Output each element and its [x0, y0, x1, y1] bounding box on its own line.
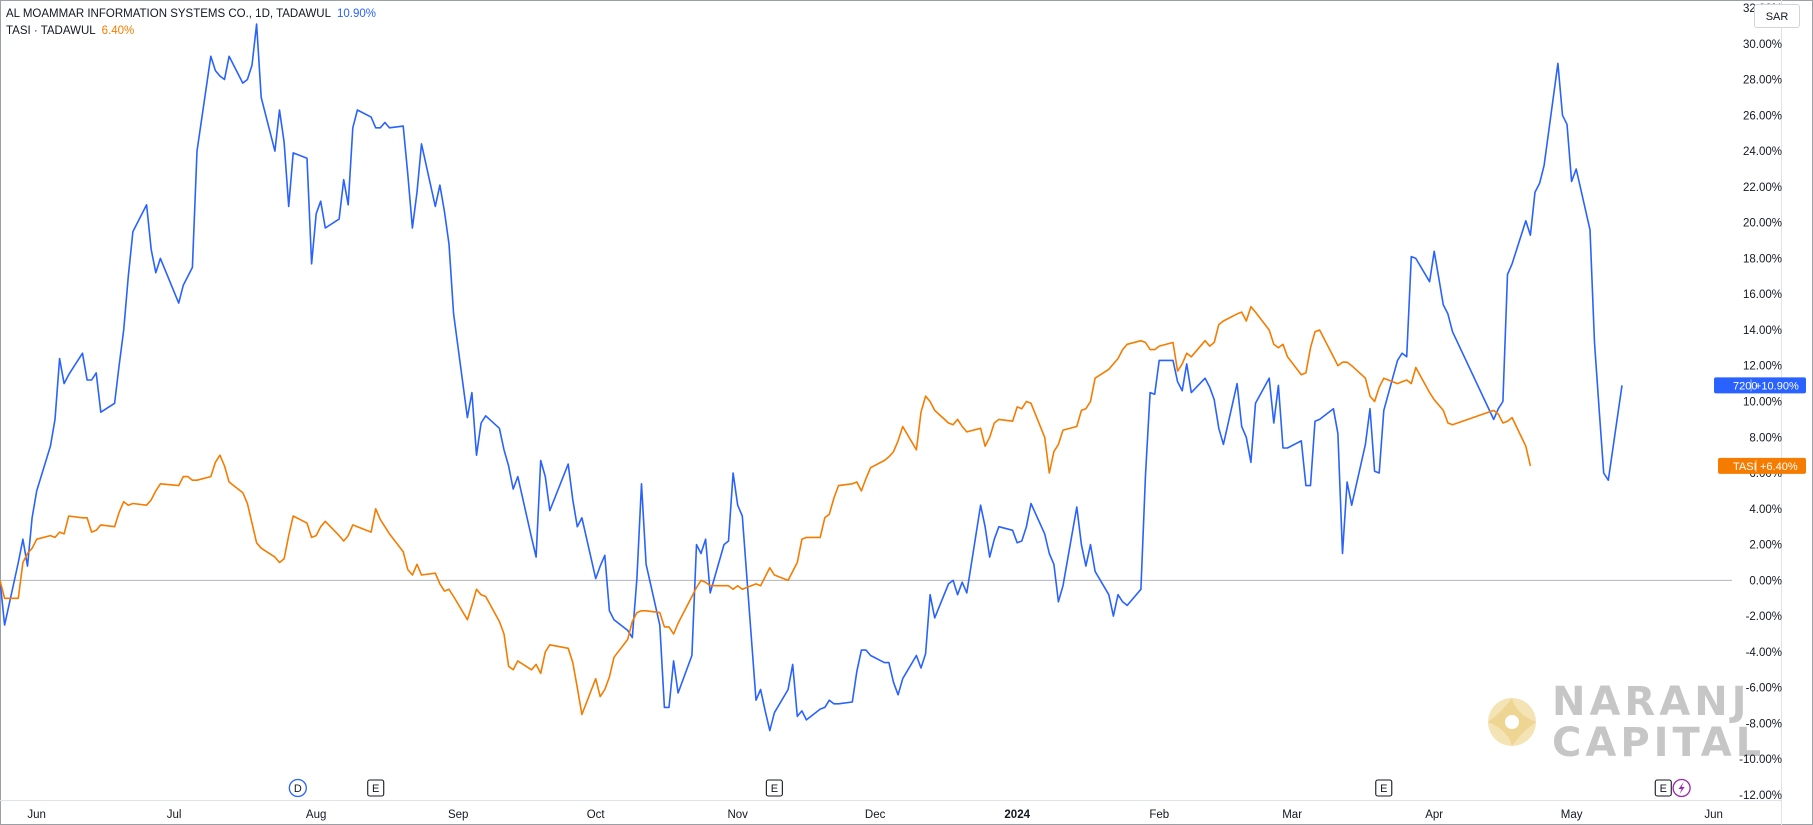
y-tick-label: 18.00%: [1743, 253, 1782, 265]
y-tick-label: 16.00%: [1743, 289, 1782, 301]
stock-tag-symbol: 7200: [1733, 380, 1757, 392]
x-tick-label: Oct: [587, 809, 606, 821]
y-tick-label: 12.00%: [1743, 361, 1782, 373]
y-tick-label: -6.00%: [1746, 683, 1782, 695]
legend-stock-label: AL MOAMMAR INFORMATION SYSTEMS CO., 1D, …: [6, 8, 332, 20]
x-tick-label: Mar: [1282, 809, 1302, 821]
index-tag-change: +6.40%: [1760, 461, 1798, 473]
earnings-letter: E: [372, 783, 379, 795]
stock-series-line: [0, 23, 1623, 732]
y-tick-label: 24.00%: [1743, 146, 1782, 158]
y-tick-label: 14.00%: [1743, 325, 1782, 337]
currency-button[interactable]: SAR: [1754, 4, 1800, 28]
x-tick-label: Jun: [27, 809, 46, 821]
x-tick-label: May: [1561, 809, 1583, 821]
sun-logo-icon: [1488, 698, 1536, 746]
flash-bolt: [1678, 782, 1685, 794]
earnings-letter: E: [1380, 783, 1387, 795]
x-tick-label: Jul: [167, 809, 182, 821]
stock-tag-change: +10.90%: [1755, 380, 1799, 392]
x-tick-label: Aug: [306, 809, 326, 821]
y-tick-label: -4.00%: [1746, 647, 1782, 659]
earnings-marker[interactable]: E: [765, 779, 783, 797]
index-series-line: [0, 305, 1532, 716]
series-layer: [0, 23, 1623, 732]
y-tick-label: 28.00%: [1743, 75, 1782, 87]
y-tick-label: 30.00%: [1743, 39, 1782, 51]
legend-stock-value: 10.90%: [337, 8, 377, 20]
earnings-box: [765, 779, 783, 797]
watermark-line-1: NARANJ: [1552, 679, 1751, 725]
x-tick-label: Feb: [1149, 809, 1169, 821]
x-tick-label: Jun: [1704, 809, 1723, 821]
x-axis[interactable]: Jun Jul Aug Sep Oct Nov Dec 2024 Feb Mar Apr May Jun: [0, 800, 1781, 822]
earnings-box: [367, 779, 385, 797]
y-tick-label: -12.00%: [1739, 790, 1782, 802]
legend-index-label: TASI · TADAWUL: [6, 25, 96, 37]
y-tick-label: 2.00%: [1749, 540, 1782, 552]
y-tick-label: 22.00%: [1743, 182, 1782, 194]
index-tag-bg: [1718, 457, 1806, 474]
earnings-box: [1654, 779, 1672, 797]
dividend-circle: [288, 778, 307, 798]
x-tick-label: Dec: [865, 809, 886, 821]
x-tick-label: Nov: [727, 809, 748, 821]
earnings-letter: E: [771, 783, 778, 795]
x-tick-label: 2024: [1004, 809, 1030, 821]
earnings-marker[interactable]: E: [1654, 779, 1672, 797]
y-tick-label: 10.00%: [1743, 397, 1782, 409]
legend-index-value: 6.40%: [101, 25, 135, 37]
y-tick-label: -2.00%: [1746, 611, 1782, 623]
y-tick-label: -10.00%: [1739, 754, 1782, 766]
earnings-marker[interactable]: E: [367, 779, 385, 797]
y-tick-label: 26.00%: [1743, 110, 1782, 122]
earnings-marker[interactable]: E: [1375, 779, 1393, 797]
y-axis[interactable]: -12.00% -10.00% -8.00% -6.00% -4.00% -2.00% 0.…: [1739, 0, 1782, 825]
index-tag-symbol: TASI: [1733, 461, 1757, 473]
legend-row-stock[interactable]: AL MOAMMAR INFORMATION SYSTEMS CO., 1D, …: [6, 6, 376, 23]
x-tick-label: Sep: [448, 809, 468, 821]
stock-tag-bg: [1714, 377, 1806, 394]
price-tags: 7200 +10.90% TASI +6.40%: [1714, 377, 1806, 474]
watermark: NARANJ CAPITAL: [1488, 679, 1765, 766]
index-price-tag: TASI +6.40%: [1718, 457, 1806, 474]
stock-price-tag: 7200 +10.90%: [1714, 377, 1806, 394]
dividend-marker[interactable]: D: [288, 778, 307, 798]
x-tick-label: Apr: [1425, 809, 1443, 821]
dividend-letter: D: [294, 783, 302, 795]
earnings-box: [1375, 779, 1393, 797]
y-tick-label: 4.00%: [1749, 504, 1782, 516]
y-tick-label: 0.00%: [1749, 575, 1782, 587]
y-tick-label: 20.00%: [1743, 218, 1782, 230]
y-tick-label: -8.00%: [1746, 718, 1782, 730]
chart-legend: AL MOAMMAR INFORMATION SYSTEMS CO., 1D, …: [6, 6, 376, 40]
y-tick-label: 8.00%: [1749, 432, 1782, 444]
earnings-letter: E: [1660, 783, 1667, 795]
legend-row-index[interactable]: TASI · TADAWUL 6.40%: [6, 23, 376, 40]
flash-icon[interactable]: [1672, 778, 1691, 798]
watermark-line-2: CAPITAL: [1552, 720, 1765, 766]
